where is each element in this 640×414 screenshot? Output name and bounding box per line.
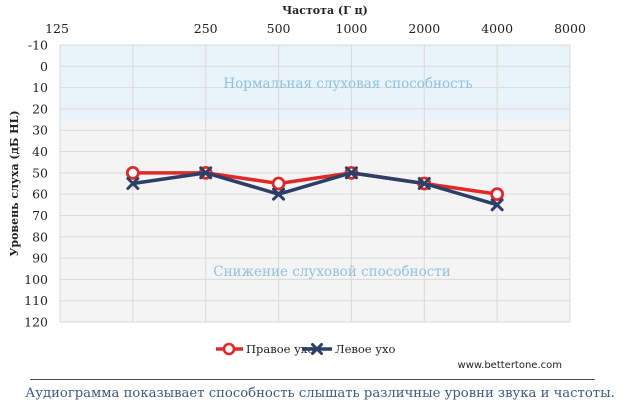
y-tick-label: 50 <box>32 165 48 180</box>
data-point-left-ear <box>272 187 286 201</box>
zone-band-0 <box>60 45 570 120</box>
y-tick-label: 0 <box>40 59 48 74</box>
y-tick-label: 30 <box>32 123 48 138</box>
x-tick-label: 8000 <box>554 21 586 36</box>
y-tick-label: -10 <box>28 38 48 53</box>
x-tick-label: 250 <box>194 21 218 36</box>
legend-label-left-ear: Левое ухо <box>335 342 396 356</box>
data-point-right-ear <box>490 187 505 202</box>
x-tick-label: 125 <box>45 21 69 36</box>
x-tick-label: 500 <box>267 21 291 36</box>
zone-band-1 <box>60 119 570 322</box>
data-point-left-ear <box>490 198 504 212</box>
y-tick-label: 120 <box>24 315 48 330</box>
data-point-left-ear <box>344 166 358 180</box>
zone-label-loss: Снижение слуховой способности <box>213 264 451 280</box>
x-tick-label: 1000 <box>336 21 368 36</box>
y-tick-label: 100 <box>24 272 48 287</box>
zone-label-normal: Нормальная слуховая способность <box>223 76 472 92</box>
legend-label-right-ear: Правое ухо <box>246 342 314 356</box>
y-tick-label: 110 <box>24 293 48 308</box>
y-tick-label: 60 <box>32 187 48 202</box>
caption: Аудиограмма показывает способность слыша… <box>25 386 615 401</box>
caption-divider <box>30 379 595 380</box>
y-tick-label: 90 <box>32 251 48 266</box>
y-tick-label: 80 <box>32 229 48 244</box>
x-tick-label: 2000 <box>408 21 440 36</box>
legend-marker-left-ear <box>311 343 323 355</box>
y-tick-label: 70 <box>32 208 48 223</box>
data-point-right-ear <box>125 165 140 180</box>
data-point-left-ear <box>417 177 431 190</box>
y-tick-label: 20 <box>32 101 48 116</box>
y-axis-title: Уровень слуха (дБ HL) <box>8 110 21 256</box>
legend-marker-right-ear <box>222 342 236 356</box>
y-tick-label: 10 <box>32 80 48 95</box>
x-tick-label: 4000 <box>481 21 513 36</box>
credit-url: www.bettertone.com <box>458 360 562 371</box>
y-tick-label: 40 <box>32 144 48 159</box>
series-line-left-ear <box>132 171 498 207</box>
data-point-left-ear <box>199 166 213 180</box>
audiogram-chart: Нормальная слуховая способность Снижение … <box>8 4 586 371</box>
data-point-right-ear <box>271 176 286 191</box>
x-axis-title: Частота (Г ц) <box>282 4 368 17</box>
data-point-left-ear <box>126 177 140 190</box>
